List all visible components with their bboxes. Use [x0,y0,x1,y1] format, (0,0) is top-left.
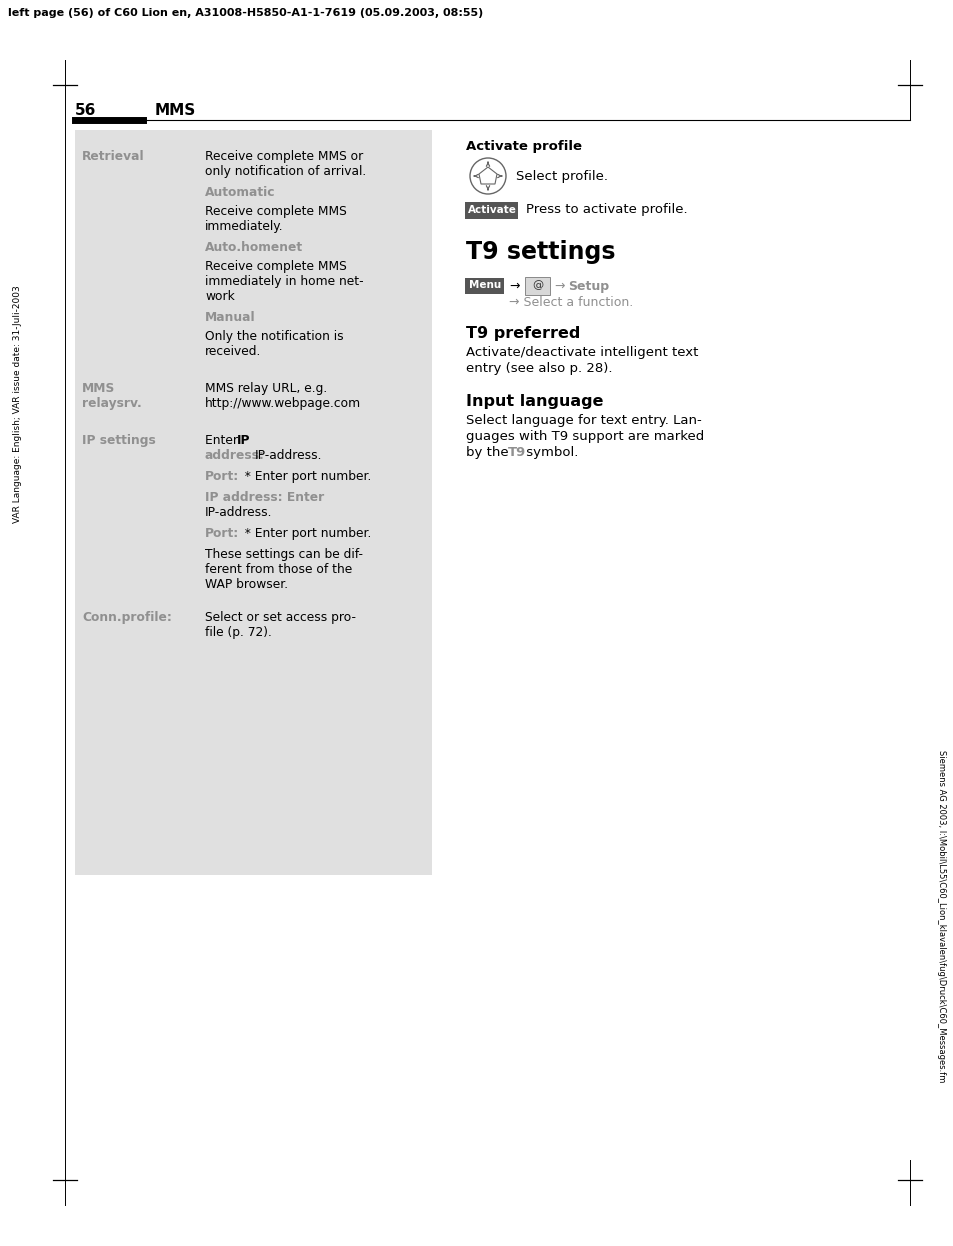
Text: →: → [509,280,519,293]
Text: guages with T9 support are marked: guages with T9 support are marked [465,430,703,444]
Text: 56: 56 [75,103,96,118]
Text: WAP browser.: WAP browser. [205,578,288,591]
Text: MMS: MMS [154,103,196,118]
Text: T9 preferred: T9 preferred [465,326,579,341]
Text: http://www.webpage.com: http://www.webpage.com [205,397,361,410]
Text: →: → [554,280,564,293]
Text: MMS: MMS [82,383,115,395]
Text: immediately.: immediately. [205,221,283,233]
Text: received.: received. [205,345,261,358]
Text: Select profile.: Select profile. [516,169,607,183]
Text: Auto.homenet: Auto.homenet [205,240,303,254]
Text: Port:: Port: [205,527,239,540]
Text: * Enter port number.: * Enter port number. [236,527,371,540]
Text: file (p. 72).: file (p. 72). [205,625,272,639]
Text: VAR Language: English; VAR issue date: 31-Juli-2003: VAR Language: English; VAR issue date: 3… [13,285,23,523]
Text: immediately in home net-: immediately in home net- [205,275,363,288]
Text: → Select a function.: → Select a function. [509,297,633,309]
Text: Retrieval: Retrieval [82,150,145,163]
Text: Port:: Port: [205,470,239,483]
FancyBboxPatch shape [465,278,504,294]
Text: by the: by the [465,446,513,459]
Text: IP address: Enter: IP address: Enter [205,491,324,503]
Text: Menu: Menu [468,280,500,290]
FancyBboxPatch shape [75,130,432,875]
Text: Conn.profile:: Conn.profile: [82,611,172,624]
Text: Activate/deactivate intelligent text: Activate/deactivate intelligent text [465,346,698,359]
Text: T9: T9 [507,446,526,459]
Text: MMS relay URL, e.g.: MMS relay URL, e.g. [205,383,327,395]
Text: work: work [205,290,234,303]
Text: Press to activate profile.: Press to activate profile. [525,203,687,217]
Text: Receive complete MMS or: Receive complete MMS or [205,150,363,163]
Text: IP-address.: IP-address. [254,449,322,462]
Text: T9 settings: T9 settings [465,240,615,264]
FancyBboxPatch shape [525,277,550,294]
Text: Siemens AG 2003, I:\Mobil\L55\C60_Lion_klavalen\fug\Druck\C60_Messages.fm: Siemens AG 2003, I:\Mobil\L55\C60_Lion_k… [937,750,945,1083]
Text: ferent from those of the: ferent from those of the [205,563,352,576]
Text: left page (56) of C60 Lion en, A31008-H5850-A1-1-7619 (05.09.2003, 08:55): left page (56) of C60 Lion en, A31008-H5… [8,7,483,17]
Text: relaysrv.: relaysrv. [82,397,142,410]
Text: Manual: Manual [205,312,255,324]
Text: Receive complete MMS: Receive complete MMS [205,206,346,218]
FancyBboxPatch shape [465,202,518,218]
Text: Activate: Activate [467,206,516,216]
Text: Receive complete MMS: Receive complete MMS [205,260,346,273]
Text: IP-address.: IP-address. [205,506,273,520]
Text: Select language for text entry. Lan-: Select language for text entry. Lan- [465,414,701,427]
Text: @: @ [532,280,543,290]
Text: These settings can be dif-: These settings can be dif- [205,548,363,561]
Text: Setup: Setup [567,280,608,293]
Text: address:: address: [205,449,265,462]
Text: entry (see also p. 28).: entry (see also p. 28). [465,363,612,375]
Text: Input language: Input language [465,394,603,409]
Text: IP settings: IP settings [82,434,155,447]
Text: * Enter port number.: * Enter port number. [236,470,371,483]
Text: Automatic: Automatic [205,186,275,199]
Text: Enter: Enter [205,434,242,447]
Text: IP: IP [236,434,251,447]
Text: symbol.: symbol. [521,446,578,459]
Text: Only the notification is: Only the notification is [205,330,343,343]
Text: Activate profile: Activate profile [465,140,581,153]
Text: Select or set access pro-: Select or set access pro- [205,611,355,624]
Text: only notification of arrival.: only notification of arrival. [205,164,366,178]
